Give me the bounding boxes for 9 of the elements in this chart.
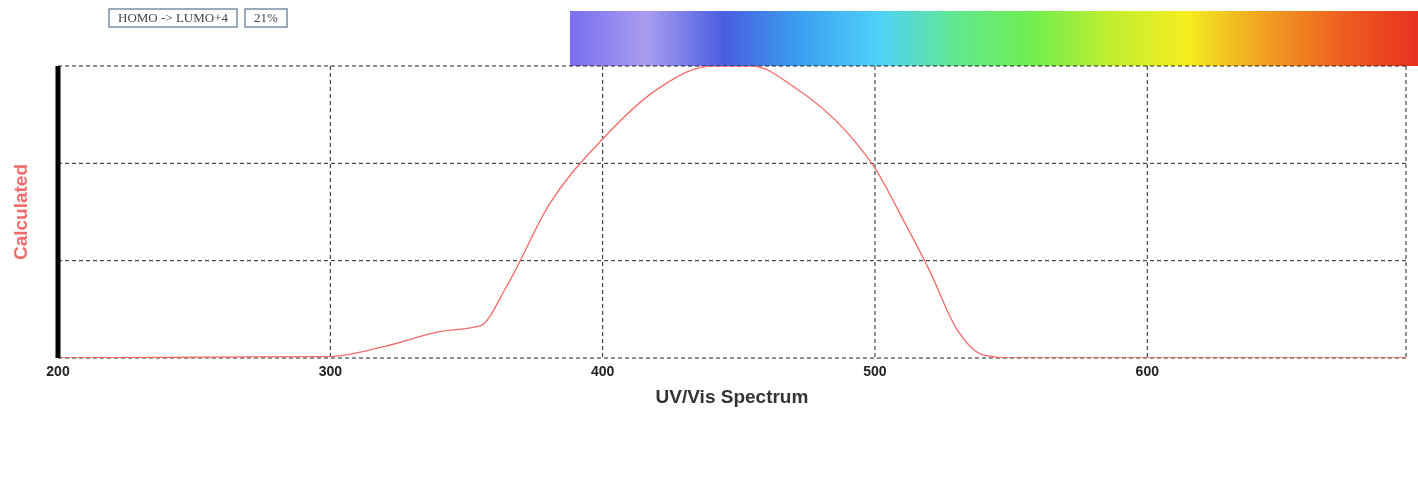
text: 21% bbox=[244, 8, 288, 28]
x-tick-label: 600 bbox=[1135, 362, 1160, 379]
x-tick-label: 400 bbox=[590, 362, 615, 379]
x-tick-label: 300 bbox=[318, 362, 343, 379]
x-axis-title: UV/Vis Spectrum bbox=[655, 386, 809, 407]
text: HOMO -> LUMO+4 bbox=[108, 8, 238, 28]
x-tick-label: 500 bbox=[863, 362, 887, 379]
y-axis-title: Calculated bbox=[9, 163, 31, 261]
x-tick-label: 200 bbox=[46, 362, 70, 379]
